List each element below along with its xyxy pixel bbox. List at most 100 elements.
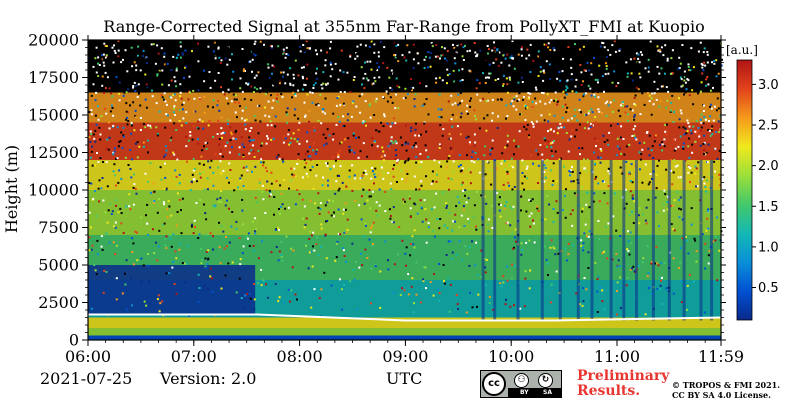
noise-pixel xyxy=(296,189,299,191)
noise-pixel xyxy=(683,76,686,78)
noise-pixel xyxy=(602,134,605,137)
noise-pixel xyxy=(459,102,461,105)
noise-pixel xyxy=(126,123,129,126)
noise-pixel xyxy=(197,42,200,45)
noise-pixel xyxy=(476,305,478,308)
noise-pixel xyxy=(329,47,332,50)
noise-pixel xyxy=(122,232,125,234)
noise-pixel xyxy=(628,171,631,174)
noise-pixel xyxy=(718,173,721,176)
noise-pixel xyxy=(210,159,213,162)
noise-pixel xyxy=(88,136,91,139)
noise-pixel xyxy=(169,139,172,142)
noise-pixel xyxy=(241,209,244,212)
noise-pixel xyxy=(493,46,496,49)
noise-pixel xyxy=(677,266,680,269)
noise-pixel xyxy=(639,51,642,54)
noise-pixel xyxy=(325,83,328,86)
noise-pixel xyxy=(413,175,416,178)
noise-pixel xyxy=(106,76,109,79)
noise-pixel xyxy=(567,150,570,153)
noise-pixel xyxy=(223,131,226,134)
noise-pixel xyxy=(313,249,316,252)
noise-pixel xyxy=(393,54,395,57)
noise-pixel xyxy=(219,149,222,152)
noise-pixel xyxy=(463,225,466,227)
noise-pixel xyxy=(624,188,627,191)
noise-pixel xyxy=(435,180,438,183)
noise-pixel xyxy=(254,119,257,122)
noise-pixel xyxy=(133,173,135,176)
noise-pixel xyxy=(284,82,287,85)
noise-pixel xyxy=(443,224,446,227)
noise-pixel xyxy=(312,84,315,87)
noise-pixel xyxy=(442,128,445,131)
noise-pixel xyxy=(268,115,271,118)
noise-pixel xyxy=(94,190,97,192)
noise-pixel xyxy=(663,261,666,264)
noise-pixel xyxy=(582,249,585,252)
noise-pixel xyxy=(376,62,379,64)
noise-pixel xyxy=(521,159,524,162)
noise-pixel xyxy=(713,105,716,108)
noise-pixel xyxy=(460,43,463,46)
noise-pixel xyxy=(706,61,709,64)
noise-pixel xyxy=(294,175,297,178)
noise-pixel xyxy=(591,91,594,93)
noise-pixel xyxy=(677,145,680,148)
noise-pixel xyxy=(420,161,423,163)
noise-pixel xyxy=(660,279,663,282)
noise-pixel xyxy=(468,264,471,267)
noise-pixel xyxy=(606,257,609,260)
noise-pixel xyxy=(391,101,394,104)
noise-pixel xyxy=(652,157,655,159)
noise-pixel xyxy=(560,157,563,160)
noise-pixel xyxy=(189,91,191,94)
by-person-icon: ⚇ xyxy=(514,373,529,388)
noise-pixel xyxy=(564,103,567,106)
noise-pixel xyxy=(153,252,156,255)
noise-pixel xyxy=(449,284,452,286)
noise-pixel xyxy=(526,177,529,180)
noise-pixel xyxy=(96,152,98,154)
noise-pixel xyxy=(172,111,175,114)
noise-pixel xyxy=(656,88,659,91)
noise-pixel xyxy=(699,41,702,44)
noise-pixel xyxy=(514,264,516,267)
noise-pixel xyxy=(664,42,667,45)
noise-pixel xyxy=(459,164,462,167)
noise-pixel xyxy=(584,69,587,72)
noise-pixel xyxy=(314,49,317,52)
y-tick-label: 12500 xyxy=(28,143,79,162)
noise-pixel xyxy=(520,253,523,256)
noise-pixel xyxy=(248,152,251,155)
noise-pixel xyxy=(216,198,219,201)
noise-pixel xyxy=(217,119,220,122)
noise-pixel xyxy=(465,110,468,113)
noise-pixel xyxy=(525,210,528,213)
noise-pixel xyxy=(492,50,495,53)
noise-pixel xyxy=(244,106,247,109)
noise-pixel xyxy=(491,112,494,115)
noise-pixel xyxy=(101,84,104,87)
noise-pixel xyxy=(395,160,398,163)
noise-pixel xyxy=(374,80,377,83)
noise-pixel xyxy=(706,76,709,78)
cc-license-badge[interactable]: cc ⚇ ↻ BY SA xyxy=(480,370,562,398)
noise-pixel xyxy=(450,56,453,59)
noise-pixel xyxy=(361,122,364,124)
noise-pixel xyxy=(688,94,691,97)
noise-pixel xyxy=(459,79,462,82)
noise-pixel xyxy=(94,57,97,60)
noise-pixel xyxy=(231,261,234,264)
noise-pixel xyxy=(241,48,244,50)
noise-pixel xyxy=(139,69,142,72)
noise-pixel xyxy=(317,254,320,257)
noise-pixel xyxy=(543,119,546,122)
noise-pixel xyxy=(672,171,675,174)
noise-pixel xyxy=(394,56,397,59)
noise-pixel xyxy=(340,288,343,291)
noise-pixel xyxy=(285,53,288,55)
noise-pixel xyxy=(532,59,535,62)
noise-pixel xyxy=(441,46,443,49)
